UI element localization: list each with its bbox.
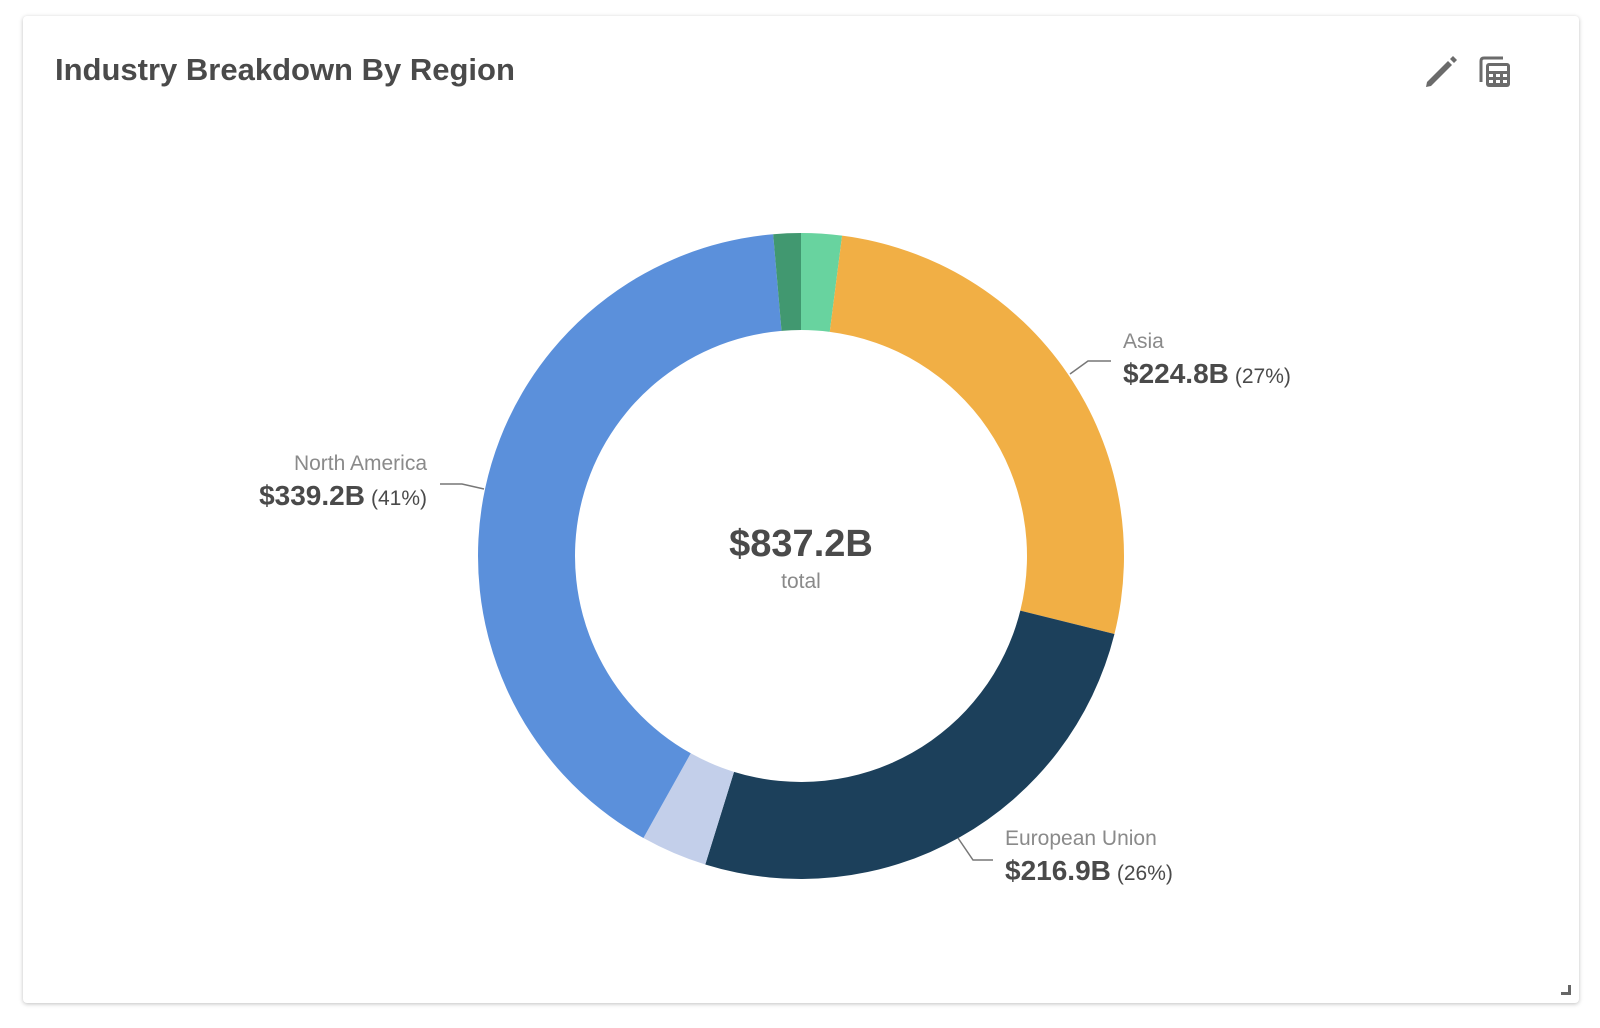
center-total-label: total bbox=[781, 570, 821, 593]
calculator-icon[interactable] bbox=[1475, 52, 1515, 92]
leader-line bbox=[957, 837, 993, 861]
center-total-value: $837.2B bbox=[729, 523, 873, 565]
card-title: Industry Breakdown By Region bbox=[55, 52, 515, 87]
pencil-icon[interactable] bbox=[1421, 52, 1461, 92]
slice-value: $216.9B bbox=[1005, 855, 1111, 886]
slice-label-value: $224.8B (27%) bbox=[1123, 358, 1291, 389]
donut-slice-asia[interactable] bbox=[829, 235, 1124, 635]
slice-percent: (41%) bbox=[371, 487, 427, 510]
leader-line bbox=[1069, 360, 1111, 375]
donut-slice-3[interactable] bbox=[643, 753, 735, 865]
slice-value: $224.8B bbox=[1123, 358, 1229, 389]
resize-handle[interactable] bbox=[1561, 985, 1571, 995]
slice-label-name: North America bbox=[294, 452, 427, 475]
slice-label-name: European Union bbox=[1005, 827, 1157, 850]
leader-line bbox=[440, 483, 485, 490]
donut-slice-north-america[interactable] bbox=[478, 234, 782, 838]
donut-slice-european-union[interactable] bbox=[705, 610, 1115, 879]
slice-percent: (27%) bbox=[1235, 365, 1291, 388]
slice-label-name: Asia bbox=[1123, 330, 1164, 353]
slice-label-value: $339.2B (41%) bbox=[259, 480, 427, 511]
slice-label-value: $216.9B (26%) bbox=[1005, 855, 1173, 886]
slice-value: $339.2B bbox=[259, 480, 365, 511]
slice-percent: (26%) bbox=[1117, 862, 1173, 885]
donut-slice-0[interactable] bbox=[801, 233, 843, 332]
donut-slice-5[interactable] bbox=[773, 233, 801, 331]
